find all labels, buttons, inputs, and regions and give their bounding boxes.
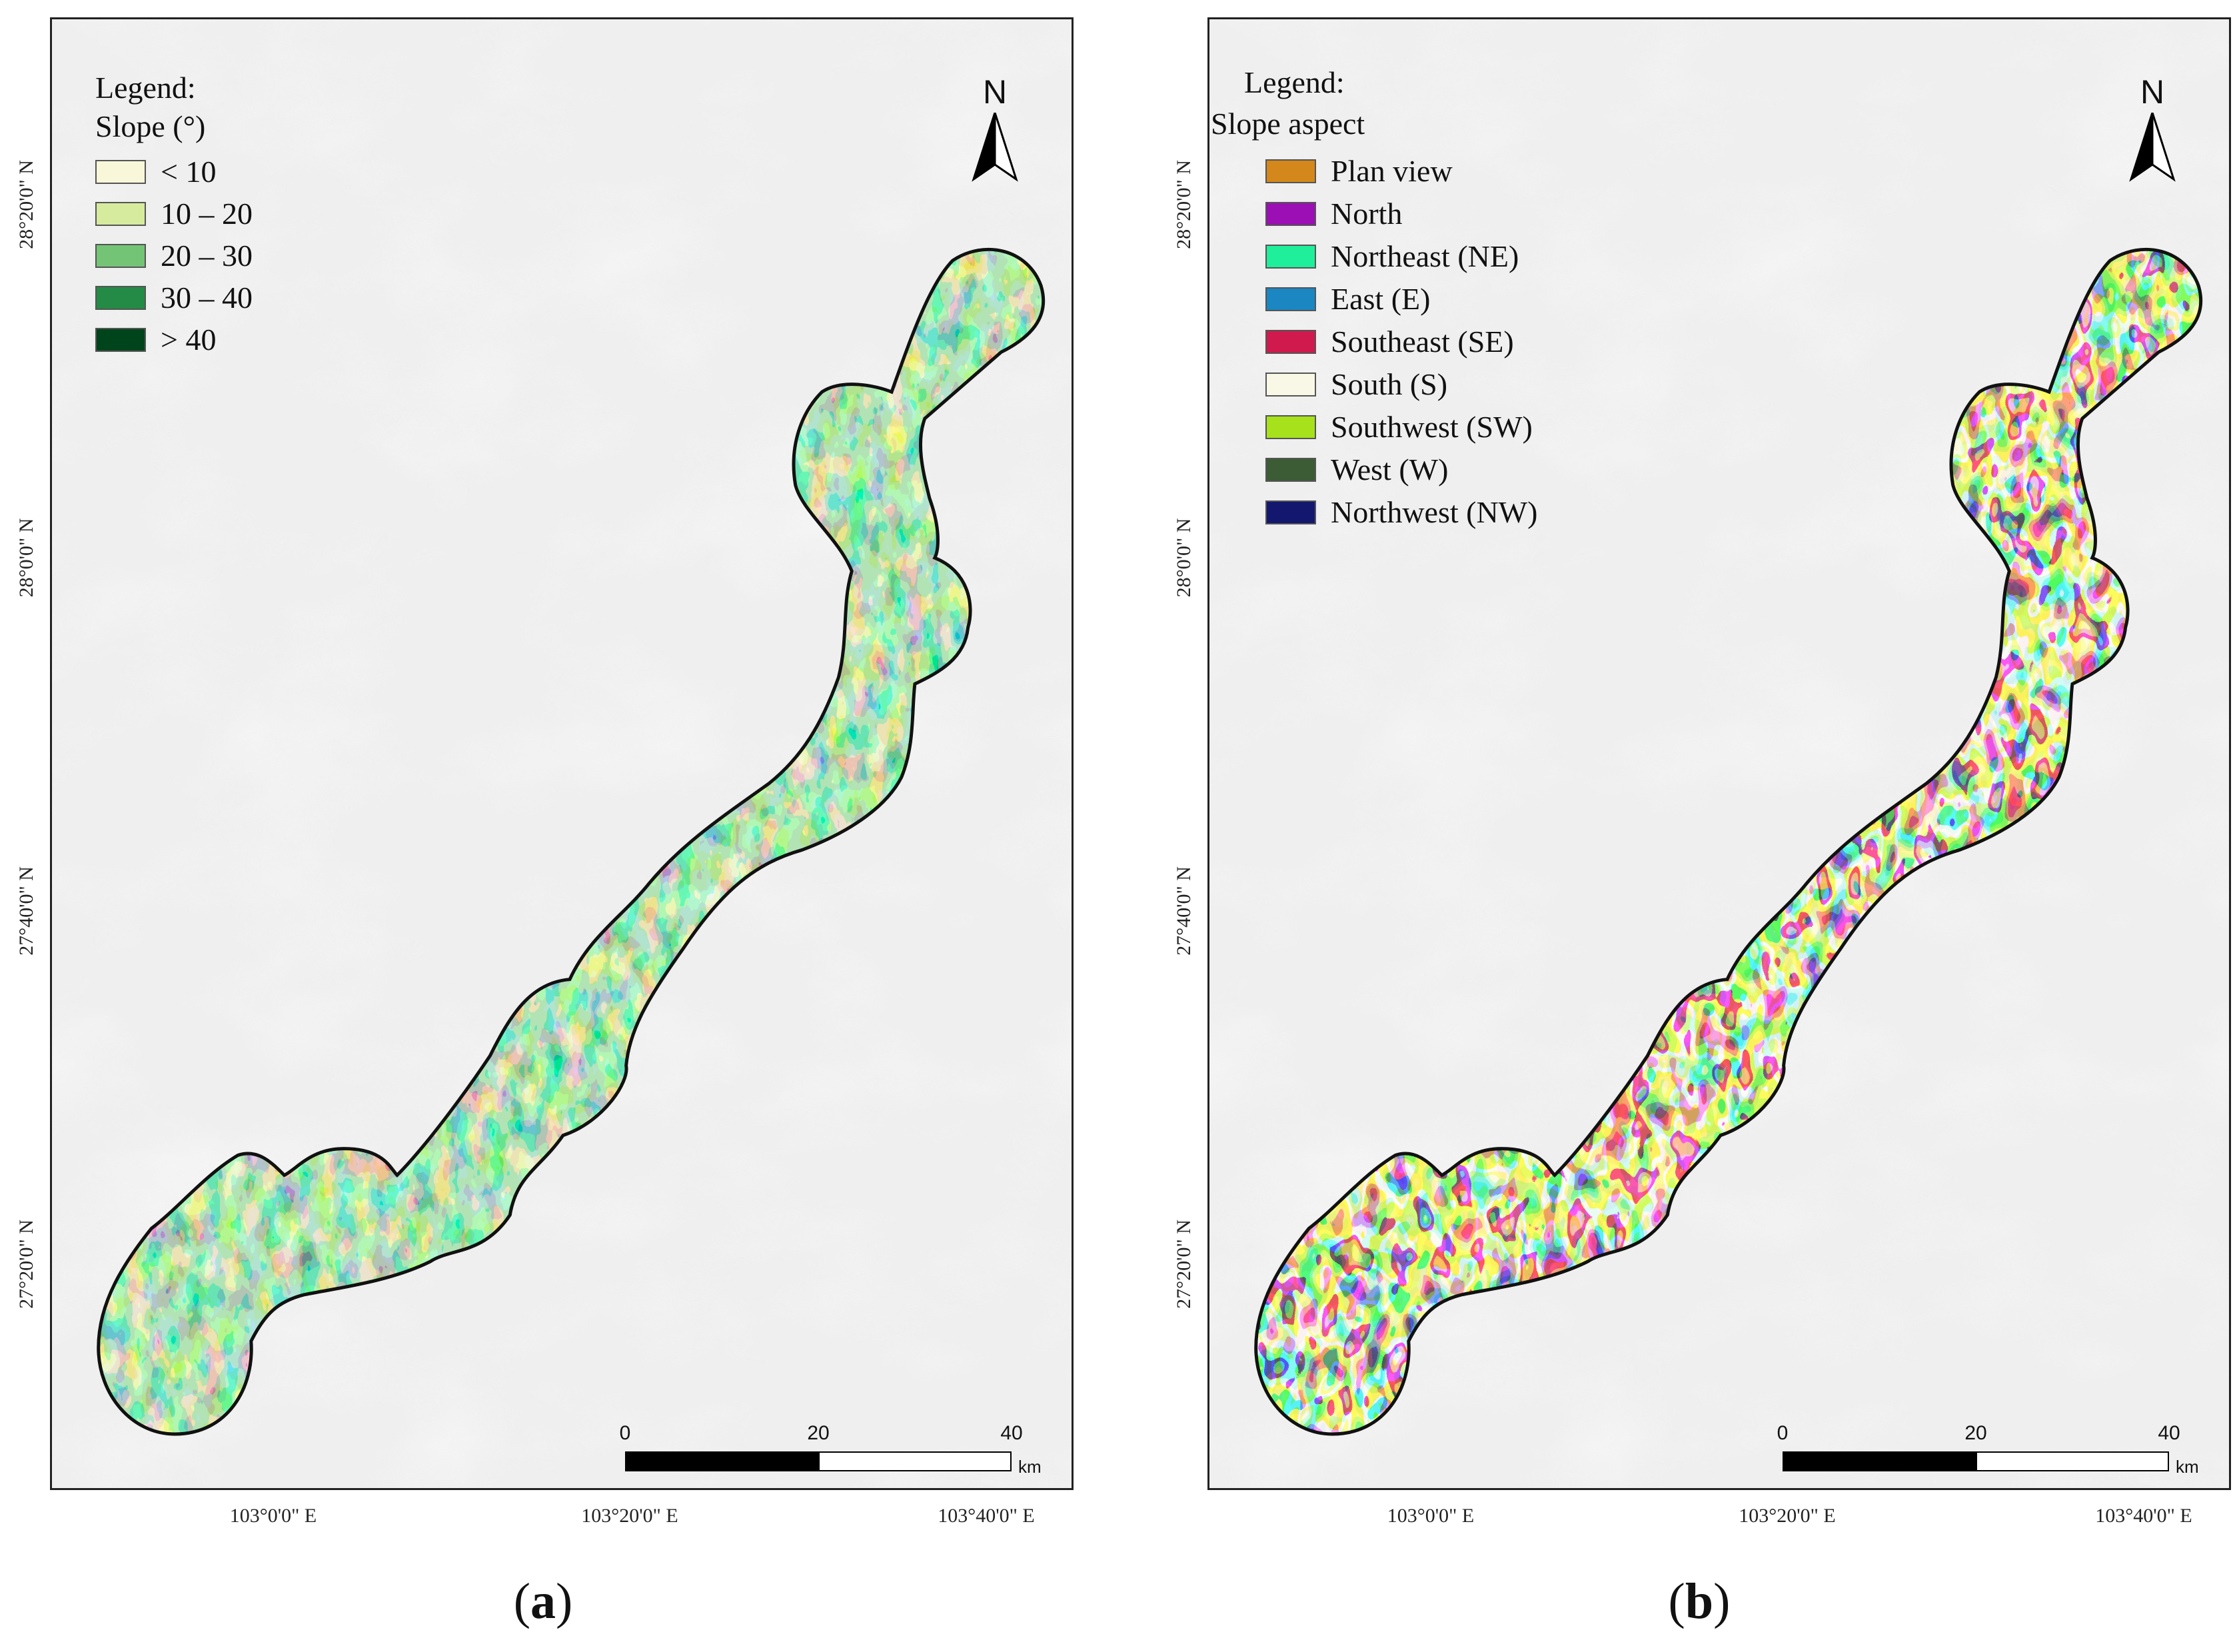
legend-swatch — [1265, 159, 1316, 183]
legend-label: South (S) — [1331, 367, 1448, 401]
legend-swatch — [1265, 458, 1316, 482]
panel-label-close: ) — [556, 1573, 573, 1629]
legend-label: 10 – 20 — [161, 197, 253, 231]
legend-item: Northeast (NE) — [1265, 237, 1519, 276]
x-tick-label: 103°40'0" E — [2095, 1505, 2192, 1527]
scale-tick: 0 — [1777, 1422, 1789, 1444]
legend-item: 20 – 30 — [95, 237, 253, 275]
y-tick-label: 28°20'0" N — [15, 160, 37, 249]
legend-label: 20 – 30 — [161, 239, 253, 273]
panel-label-open: ( — [1668, 1573, 1685, 1629]
scale-bar: 0 20 40 km — [1777, 1422, 2222, 1488]
scale-tick: 0 — [619, 1422, 631, 1444]
map-panel-slope: Legend: Slope (°) < 10 10 – 20 20 – 30 3… — [50, 17, 1074, 1490]
legend-item: > 40 — [95, 321, 216, 359]
scale-tick: 40 — [2158, 1422, 2180, 1444]
x-tick-label: 103°40'0" E — [938, 1505, 1035, 1527]
y-tick-label: 28°0'0" N — [15, 518, 37, 598]
panel-label-letter: a — [530, 1573, 556, 1629]
legend-item: West (W) — [1265, 450, 1448, 489]
scale-tick: 20 — [807, 1422, 830, 1444]
legend-title: Legend: — [95, 71, 196, 105]
legend-item: Southwest (SW) — [1265, 408, 1533, 446]
scale-segment-black — [625, 1451, 818, 1471]
legend-label: > 40 — [161, 323, 217, 357]
legend-swatch — [1265, 245, 1316, 269]
x-tick-label: 103°0'0" E — [1387, 1505, 1475, 1527]
legend-swatch — [1265, 500, 1316, 524]
scale-segment-white — [818, 1451, 1012, 1471]
panel-label-a: (a) — [514, 1573, 573, 1631]
aspect-corridor — [1209, 19, 2229, 1488]
north-arrow-icon — [2129, 113, 2176, 182]
legend-label: 30 – 40 — [161, 281, 253, 315]
legend-label: Southeast (SE) — [1331, 325, 1514, 359]
legend-item: North — [1265, 195, 1402, 233]
panel-label-open: ( — [513, 1573, 530, 1629]
panel-label-letter: b — [1685, 1573, 1714, 1629]
y-tick-label: 27°20'0" N — [1173, 1220, 1195, 1309]
legend-subtitle: Slope aspect — [1211, 107, 1365, 141]
legend-label: North — [1331, 197, 1403, 231]
y-tick-label: 27°40'0" N — [15, 866, 37, 956]
scale-unit: km — [1018, 1457, 1042, 1477]
north-arrow-icon — [972, 113, 1018, 182]
legend-title: Legend: — [1244, 65, 1345, 99]
legend-label: Plan view — [1331, 154, 1453, 188]
legend-swatch — [95, 286, 146, 310]
legend-swatch — [95, 202, 146, 226]
legend-swatch — [1265, 330, 1316, 354]
north-letter: N — [982, 73, 1008, 111]
legend-item: South (S) — [1265, 365, 1447, 404]
legend-swatch — [95, 160, 146, 184]
legend-subtitle: Slope (°) — [95, 109, 206, 143]
north-arrow: N — [968, 73, 1022, 186]
x-tick-label: 103°20'0" E — [581, 1505, 678, 1527]
legend-swatch — [1265, 287, 1316, 311]
y-tick-label: 28°0'0" N — [1173, 518, 1195, 598]
scale-segment-white — [1976, 1451, 2169, 1471]
legend-item: Northwest (NW) — [1265, 493, 1537, 532]
legend-swatch — [1265, 202, 1316, 226]
panel-label-b: (b) — [1669, 1573, 1731, 1631]
legend-swatch — [1265, 415, 1316, 439]
y-tick-label: 27°40'0" N — [1173, 866, 1195, 956]
scale-bar: 0 20 40 km — [620, 1422, 1065, 1488]
legend-label: Northwest (NW) — [1331, 495, 1538, 529]
x-tick-label: 103°0'0" E — [229, 1505, 317, 1527]
y-tick-label: 28°20'0" N — [1173, 160, 1195, 249]
legend-item: 30 – 40 — [95, 279, 253, 317]
y-tick-label: 27°20'0" N — [15, 1220, 37, 1309]
legend-label: Southwest (SW) — [1331, 410, 1533, 444]
panel-label-close: ) — [1713, 1573, 1731, 1629]
legend-swatch — [95, 244, 146, 268]
north-arrow: N — [2126, 73, 2179, 186]
slope-corridor — [52, 19, 1072, 1488]
legend-label: < 10 — [161, 155, 217, 189]
x-tick-label: 103°20'0" E — [1739, 1505, 1836, 1527]
legend-item: East (E) — [1265, 280, 1430, 319]
scale-tick: 40 — [1000, 1422, 1023, 1444]
legend-item: 10 – 20 — [95, 195, 253, 233]
legend-swatch — [1265, 373, 1316, 397]
legend-label: Northeast (NE) — [1331, 239, 1519, 273]
legend-item: Plan view — [1265, 152, 1453, 191]
scale-unit: km — [2176, 1457, 2199, 1477]
north-letter: N — [2140, 73, 2165, 111]
legend-label: West (W) — [1331, 452, 1449, 486]
legend-swatch — [95, 328, 146, 352]
legend-item: Southeast (SE) — [1265, 323, 1514, 361]
legend-item: < 10 — [95, 153, 216, 191]
scale-segment-black — [1783, 1451, 1976, 1471]
map-panel-aspect: Legend: Slope aspect Plan view North Nor… — [1207, 17, 2231, 1490]
scale-tick: 20 — [1964, 1422, 1987, 1444]
legend-label: East (E) — [1331, 282, 1431, 316]
